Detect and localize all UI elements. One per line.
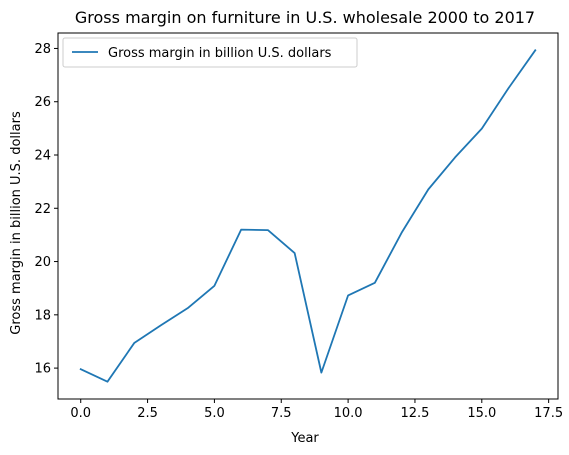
y-tick-label: 26 [34, 95, 51, 110]
x-tick-label: 17.5 [534, 406, 563, 421]
y-tick-label: 24 [34, 149, 51, 164]
legend: Gross margin in billion U.S. dollars [62, 37, 358, 68]
x-tick-label: 0.0 [70, 406, 91, 421]
x-tick-label: 12.5 [400, 406, 429, 421]
x-tick-label: 10.0 [334, 406, 363, 421]
y-axis-label: Gross margin in billion U.S. dollars [9, 111, 24, 335]
legend-label: Gross margin in billion U.S. dollars [108, 46, 332, 61]
y-tick-label: 18 [34, 308, 51, 323]
x-axis-label: Year [290, 431, 319, 446]
legend-box [62, 37, 358, 68]
x-tick-label: 7.5 [271, 406, 292, 421]
axes-frame [57, 32, 559, 400]
y-tick-label: 20 [34, 255, 51, 270]
series-line-gross-margin [79, 49, 537, 383]
plot-area: 0.0 2.5 5.0 7.5 10.0 12.5 15.0 17.5 16 18 20 22 24 26… [34, 32, 563, 421]
y-tick-label: 16 [34, 362, 51, 377]
x-tick-label: 2.5 [137, 406, 158, 421]
chart-title: Gross margin on furniture in U.S. wholes… [75, 8, 535, 27]
x-tick-label: 5.0 [204, 406, 225, 421]
y-tick-label: 22 [34, 202, 51, 217]
y-tick-label: 28 [34, 42, 51, 57]
x-tick-label: 15.0 [467, 406, 496, 421]
